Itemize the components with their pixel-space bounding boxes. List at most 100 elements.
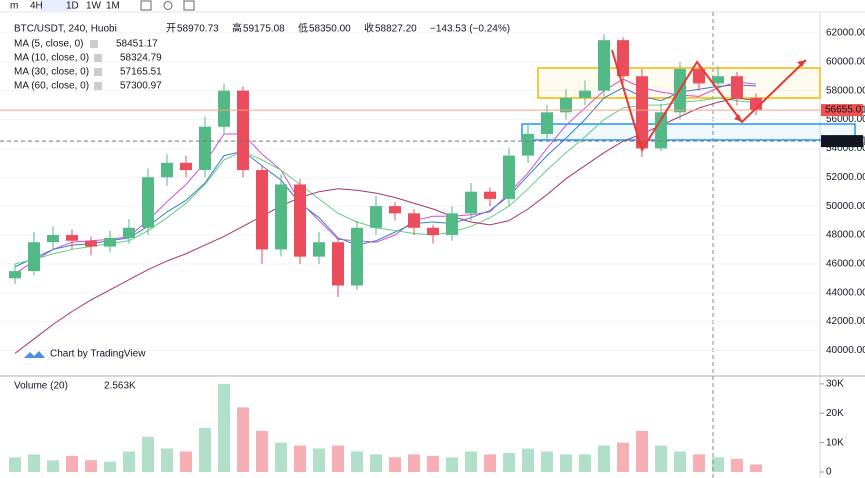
candle-body xyxy=(541,112,553,134)
alert-price-box xyxy=(821,135,863,148)
y-tick-label: 56000.00 xyxy=(826,114,865,125)
candle-body xyxy=(560,97,572,113)
volume-bar xyxy=(408,454,420,472)
ma-line xyxy=(14,97,757,265)
volume-bar xyxy=(446,457,458,472)
y-tick-label: 48000.00 xyxy=(826,230,865,241)
candle-body xyxy=(161,162,173,178)
legend-button xyxy=(94,68,102,76)
range-box xyxy=(521,123,856,141)
volume-bar xyxy=(503,452,515,472)
legend-button xyxy=(90,40,98,48)
volume-bar xyxy=(256,430,268,472)
candle-body xyxy=(256,170,268,250)
candle-body xyxy=(313,242,325,257)
toolbar-item[interactable]: 4H xyxy=(30,1,43,12)
volume-bar xyxy=(674,451,686,472)
volume-bar xyxy=(199,427,211,472)
candle-body xyxy=(427,227,439,235)
icon[interactable] xyxy=(183,0,195,11)
candle-body xyxy=(465,191,477,214)
toolbar-item[interactable]: 1W xyxy=(86,1,102,12)
volume-bar xyxy=(712,457,724,472)
ma-line xyxy=(14,78,757,275)
candle-body xyxy=(522,133,534,156)
volume-bar xyxy=(693,454,705,472)
candle-body xyxy=(294,184,306,257)
volume-bar xyxy=(161,448,173,472)
candle-body xyxy=(446,213,458,235)
y-tick-label: 58000.00 xyxy=(826,85,865,96)
icon[interactable] xyxy=(163,1,173,10)
volume-bar xyxy=(47,460,59,472)
y-tick-label: 60000.00 xyxy=(826,56,865,67)
volume-bar xyxy=(655,445,667,472)
ohlc-value: 58350.00 xyxy=(309,24,351,35)
volume-tick-label: 30K xyxy=(826,379,844,390)
volume-bar xyxy=(598,445,610,472)
candle-body xyxy=(731,76,743,98)
ma-legend: MA (10, close, 0) xyxy=(14,53,89,64)
ma-value: 57165.51 xyxy=(120,67,162,78)
ohlc-value: 59175.08 xyxy=(243,24,285,35)
volume-bar xyxy=(85,460,97,472)
volume-bar xyxy=(180,451,192,472)
volume-bar xyxy=(104,461,116,472)
volume-bar xyxy=(465,451,477,472)
volume-bar xyxy=(9,457,21,472)
y-tick-label: 62000.00 xyxy=(826,28,865,39)
volume-tick-label: 20K xyxy=(826,408,844,419)
candle-body xyxy=(655,112,667,149)
ma-value: 58324.79 xyxy=(120,53,162,64)
ma-legend: MA (30, close, 0) xyxy=(14,67,89,78)
watermark: Chart by TradingView xyxy=(50,349,146,360)
legend-button xyxy=(94,54,102,62)
logo-shape xyxy=(24,351,45,358)
volume-tick-label: 0 xyxy=(826,467,832,478)
ohlc-label: 开 xyxy=(166,24,176,35)
volume-bar xyxy=(579,454,591,472)
volume-bar xyxy=(332,445,344,472)
candle-body xyxy=(199,126,211,171)
candle-body xyxy=(142,177,154,228)
candle-body xyxy=(28,242,40,272)
ma-value: 58451.17 xyxy=(116,39,158,50)
candle-body xyxy=(503,155,515,199)
y-tick-label: 54000.00 xyxy=(826,143,865,154)
ohlc-label: 收 xyxy=(364,22,374,35)
volume-bar xyxy=(541,451,553,472)
candle-body xyxy=(598,40,610,91)
volume-bar xyxy=(123,451,135,472)
volume-bar xyxy=(427,455,439,472)
ohlc-label: 低 xyxy=(298,22,308,35)
volume-bar xyxy=(560,454,572,472)
y-tick-label: 40000.00 xyxy=(826,345,865,356)
candle-body xyxy=(85,240,97,247)
ohlc-label: 高 xyxy=(232,22,242,35)
volume-bar xyxy=(484,454,496,472)
symbol-title: BTC/USDT, 240, Huobi xyxy=(14,24,117,35)
ohlc-value: 58970.73 xyxy=(177,24,219,35)
volume-bar xyxy=(389,457,401,472)
icon[interactable] xyxy=(140,0,152,11)
volume-bar xyxy=(237,407,249,472)
volume-bar xyxy=(142,436,154,472)
y-tick-label: 52000.00 xyxy=(826,172,865,183)
volume-bar xyxy=(275,442,287,472)
candle-body xyxy=(123,227,135,238)
toolbar-item[interactable]: 1M xyxy=(106,1,120,12)
volume-bar xyxy=(750,464,762,472)
legend-button xyxy=(94,82,102,90)
candle-body xyxy=(218,90,230,127)
volume-bar xyxy=(66,455,78,472)
arrow-head xyxy=(734,114,742,122)
candle-body xyxy=(636,76,648,149)
toolbar-item[interactable]: m xyxy=(10,1,18,12)
toolbar-item[interactable]: 1D xyxy=(66,1,79,12)
volume-bar xyxy=(218,383,230,472)
ma-line xyxy=(14,84,757,268)
volume-bar xyxy=(522,448,534,472)
arrow-head xyxy=(797,60,806,67)
volume-bar xyxy=(731,458,743,472)
